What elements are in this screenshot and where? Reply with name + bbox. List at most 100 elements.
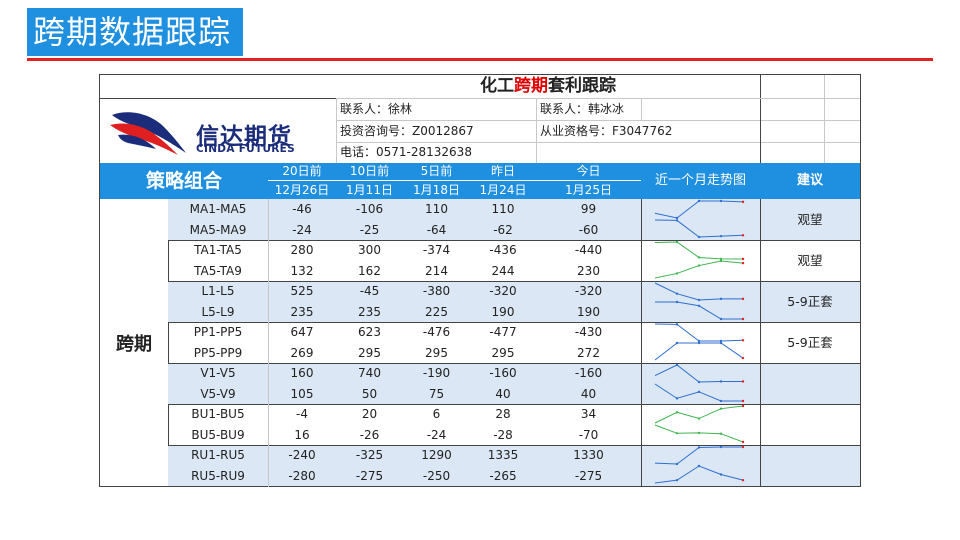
sparkline-point — [719, 259, 723, 263]
spread-pair-name: RU1-RU5 — [191, 448, 245, 462]
column-divider — [641, 199, 642, 487]
spread-value: -45 — [359, 284, 380, 298]
sparkline-series — [654, 405, 744, 424]
sparkline-point — [697, 431, 701, 435]
sparkline-series — [654, 260, 744, 279]
sparkline-point — [741, 234, 745, 237]
spread-value: -190 — [422, 366, 451, 380]
spread-pair-name: BU5-BU9 — [191, 427, 245, 442]
sparkline-point — [675, 341, 679, 345]
gridline — [824, 75, 825, 163]
advice-cell — [760, 363, 860, 404]
spread-pair-name: L1-L5 — [201, 284, 235, 298]
table-row: L5-L9 235 235 225 190 190 — [168, 301, 641, 322]
trend-cell — [641, 363, 760, 404]
sparkline-point — [741, 356, 745, 360]
sparkline-point — [697, 199, 701, 203]
sheet-title: 化工跨期套利跟踪 — [336, 75, 760, 98]
spread-value: -64 — [426, 222, 447, 237]
header-col-date: 1月11日 — [346, 183, 393, 197]
sparkline-point — [675, 216, 679, 220]
table-row: L1-L5 525 -45 -380 -320 -320 — [168, 281, 641, 302]
advice-cell: 5-9正套 — [787, 335, 833, 350]
spread-pair-name: L5-L9 — [201, 304, 235, 319]
sparkline-point — [719, 432, 723, 435]
spread-value: 235 — [358, 304, 381, 319]
sparkline-point — [741, 399, 745, 403]
gridline — [100, 98, 336, 99]
sparkline-series — [654, 282, 743, 301]
table-header: 策略组合 20日前 12月26日 10日前 1月11日 5日前 1月18日 昨日… — [100, 163, 860, 199]
sparkline-point — [741, 261, 745, 265]
spread-value: -275 — [355, 468, 384, 483]
spread-value: 162 — [358, 263, 381, 278]
sparkline-point — [697, 304, 701, 307]
sparkline-point — [675, 397, 679, 400]
spread-value: -374 — [422, 243, 451, 257]
sparkline-point — [719, 199, 723, 203]
spread-value: 190 — [577, 304, 600, 319]
spread-value: -46 — [292, 202, 312, 216]
header-col-yesterday: 昨日 1月24日 — [470, 163, 536, 199]
spread-value: 40 — [495, 386, 511, 401]
contact-person-2: 联系人：韩冰冰 — [540, 102, 625, 116]
spread-value: -275 — [574, 468, 603, 483]
pair-divider — [168, 322, 760, 323]
pair-divider — [168, 281, 760, 282]
sparkline-point — [675, 219, 679, 222]
spread-value: 295 — [358, 345, 381, 360]
trend-sparkline — [654, 363, 745, 403]
spread-value: -440 — [574, 243, 603, 257]
sparkline-point — [675, 478, 679, 482]
pair-divider — [168, 240, 760, 241]
cinda-logo: 信达期货 CINDA FUTURES — [100, 99, 336, 163]
sparkline-point — [719, 341, 723, 345]
pair-divider — [168, 404, 760, 405]
spread-value: 300 — [358, 243, 381, 257]
sparkline-point — [741, 445, 745, 449]
header-col-label: 昨日 — [470, 163, 536, 181]
header-col-10d: 10日前 1月11日 — [336, 163, 403, 199]
sparkline-point — [675, 292, 679, 295]
trend-cell — [641, 199, 760, 240]
spread-value: 1290 — [421, 448, 452, 462]
slide-title: 跨期数据跟踪 — [27, 8, 244, 56]
sparkline-point — [675, 300, 679, 304]
header-col-label: 10日前 — [336, 163, 403, 181]
sparkline-point — [697, 390, 701, 394]
header-col-20d: 20日前 12月26日 — [268, 163, 336, 199]
sparkline-series — [654, 200, 744, 219]
table-row: BU5-BU9 16 -26 -24 -28 -70 — [168, 425, 641, 446]
spread-pair-name: BU1-BU5 — [191, 407, 245, 421]
sparkline-point — [719, 257, 723, 261]
spread-value: -106 — [355, 202, 384, 216]
header-col-label: 5日前 — [403, 163, 470, 181]
spread-pair-name: V5-V9 — [200, 386, 236, 401]
spread-value: 244 — [491, 263, 515, 278]
spread-value: 295 — [425, 345, 448, 360]
spread-value: -430 — [574, 325, 603, 339]
header-strategy: 策略组合 — [145, 170, 222, 192]
pair-divider — [168, 363, 760, 364]
spread-value: 1335 — [487, 448, 519, 462]
spread-value: -436 — [489, 243, 517, 257]
sparkline-point — [719, 473, 723, 476]
spread-value: -380 — [422, 284, 451, 298]
spread-value: 280 — [290, 243, 314, 257]
spread-value: 20 — [361, 407, 378, 421]
sparkline-point — [697, 235, 701, 239]
spread-value: 110 — [425, 202, 448, 216]
gridline — [536, 98, 537, 163]
spread-value: 75 — [428, 386, 445, 401]
spread-value: 1330 — [573, 448, 604, 462]
sparkline-point — [697, 256, 701, 259]
advice-divider — [760, 363, 860, 364]
sparkline-series — [654, 323, 744, 342]
sparkline-point — [741, 200, 745, 204]
advice-divider — [760, 281, 860, 282]
sparkline-point — [675, 240, 679, 244]
advice-cell — [760, 445, 860, 486]
header-col-today: 今日 1月25日 — [536, 163, 641, 199]
spread-value: -240 — [288, 448, 316, 462]
spread-value: -320 — [574, 284, 603, 298]
